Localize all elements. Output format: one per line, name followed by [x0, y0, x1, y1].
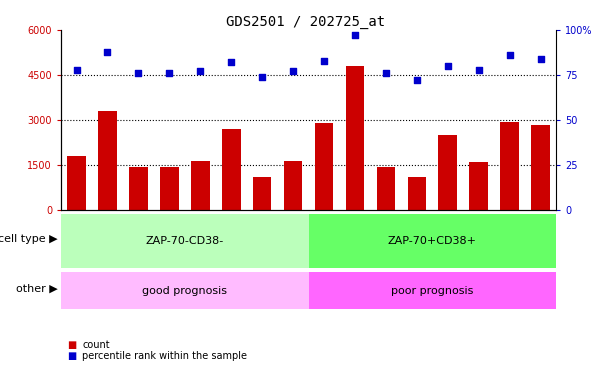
Text: GDS2501 / 202725_at: GDS2501 / 202725_at [226, 15, 385, 29]
Point [257, 74, 267, 80]
Bar [61, 272, 309, 309]
Bar [222, 129, 241, 210]
Text: ZAP-70+CD38+: ZAP-70+CD38+ [388, 236, 477, 246]
Point [381, 70, 391, 76]
Bar [469, 162, 488, 210]
Bar [160, 166, 178, 210]
Point [350, 32, 360, 38]
Bar [67, 156, 86, 210]
Point [536, 56, 546, 62]
Point [443, 63, 453, 69]
Text: ■: ■ [67, 351, 76, 361]
Text: ■: ■ [67, 340, 76, 350]
Bar [191, 160, 210, 210]
Text: percentile rank within the sample: percentile rank within the sample [82, 351, 247, 361]
Text: good prognosis: good prognosis [142, 286, 227, 296]
Point [319, 58, 329, 64]
Text: poor prognosis: poor prognosis [391, 286, 474, 296]
Point [103, 49, 112, 55]
Point [134, 70, 144, 76]
Bar [98, 111, 117, 210]
Text: ZAP-70-CD38-: ZAP-70-CD38- [145, 236, 224, 246]
Point [505, 52, 514, 58]
Point [196, 68, 205, 74]
Bar [309, 214, 556, 268]
Point [288, 68, 298, 74]
Bar [315, 123, 334, 210]
Bar [531, 124, 550, 210]
Bar [439, 135, 457, 210]
Point [412, 77, 422, 83]
Bar [309, 272, 556, 309]
Bar [129, 166, 148, 210]
Point [226, 59, 236, 65]
Bar [284, 160, 302, 210]
Bar [408, 177, 426, 210]
Point [164, 70, 174, 76]
Text: other ▶: other ▶ [16, 284, 58, 294]
Text: cell type ▶: cell type ▶ [0, 234, 58, 244]
Bar [500, 122, 519, 210]
Point [474, 67, 483, 73]
Bar [376, 166, 395, 210]
Bar [61, 214, 309, 268]
Point [71, 67, 81, 73]
Bar [346, 66, 364, 210]
Text: count: count [82, 340, 110, 350]
Bar [253, 177, 271, 210]
